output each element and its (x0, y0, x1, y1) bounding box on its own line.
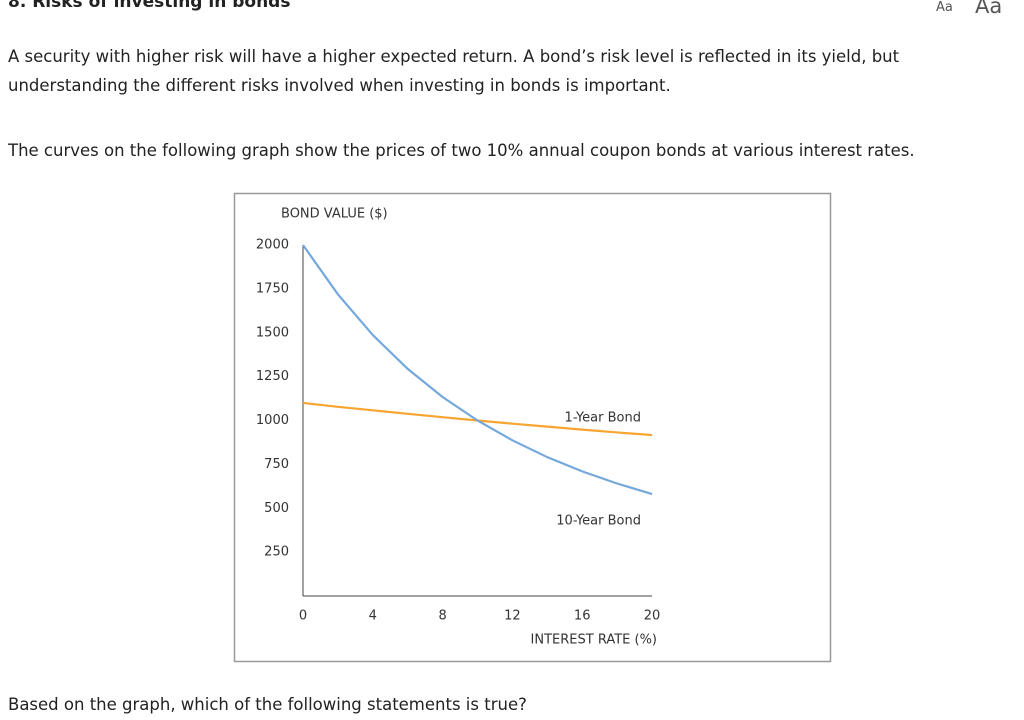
paragraph: The curves on the following graph show t… (8, 141, 915, 160)
y-tick-label: 500 (264, 501, 289, 516)
y-tick-label: 250 (264, 545, 289, 560)
chart-frame (233, 192, 832, 663)
y-tick-label: 1750 (256, 281, 289, 296)
series-label: 1-Year Bond (565, 411, 641, 426)
x-axis-label: INTEREST RATE (%) (531, 633, 657, 648)
y-axis-label: BOND VALUE ($) (281, 207, 388, 222)
y-tick-label: 1000 (256, 413, 289, 428)
font-size-large[interactable]: Aa (975, 0, 1003, 18)
x-tick-label: 12 (504, 609, 521, 624)
section-title: 8. Risks of investing in bonds (8, 0, 291, 12)
series-label: 10-Year Bond (556, 514, 641, 529)
y-tick-label: 2000 (256, 238, 289, 253)
x-tick-label: 8 (438, 609, 446, 624)
paragraph: A security with higher risk will have a … (8, 47, 900, 95)
question: Based on the graph, which of the followi… (8, 695, 527, 714)
y-tick-label: 1500 (256, 325, 289, 340)
y-tick-label: 1250 (256, 369, 289, 384)
x-tick-label: 16 (574, 609, 591, 624)
y-tick-label: 750 (264, 457, 289, 472)
x-tick-label: 4 (369, 609, 377, 624)
chart: BOND VALUE ($) INTEREST RATE (%) 250 500 7… (233, 192, 832, 663)
x-tick-label: 0 (299, 609, 307, 624)
font-size-small[interactable]: Aa (936, 0, 953, 15)
series-line (302, 244, 653, 496)
x-tick-label: 20 (644, 609, 661, 624)
